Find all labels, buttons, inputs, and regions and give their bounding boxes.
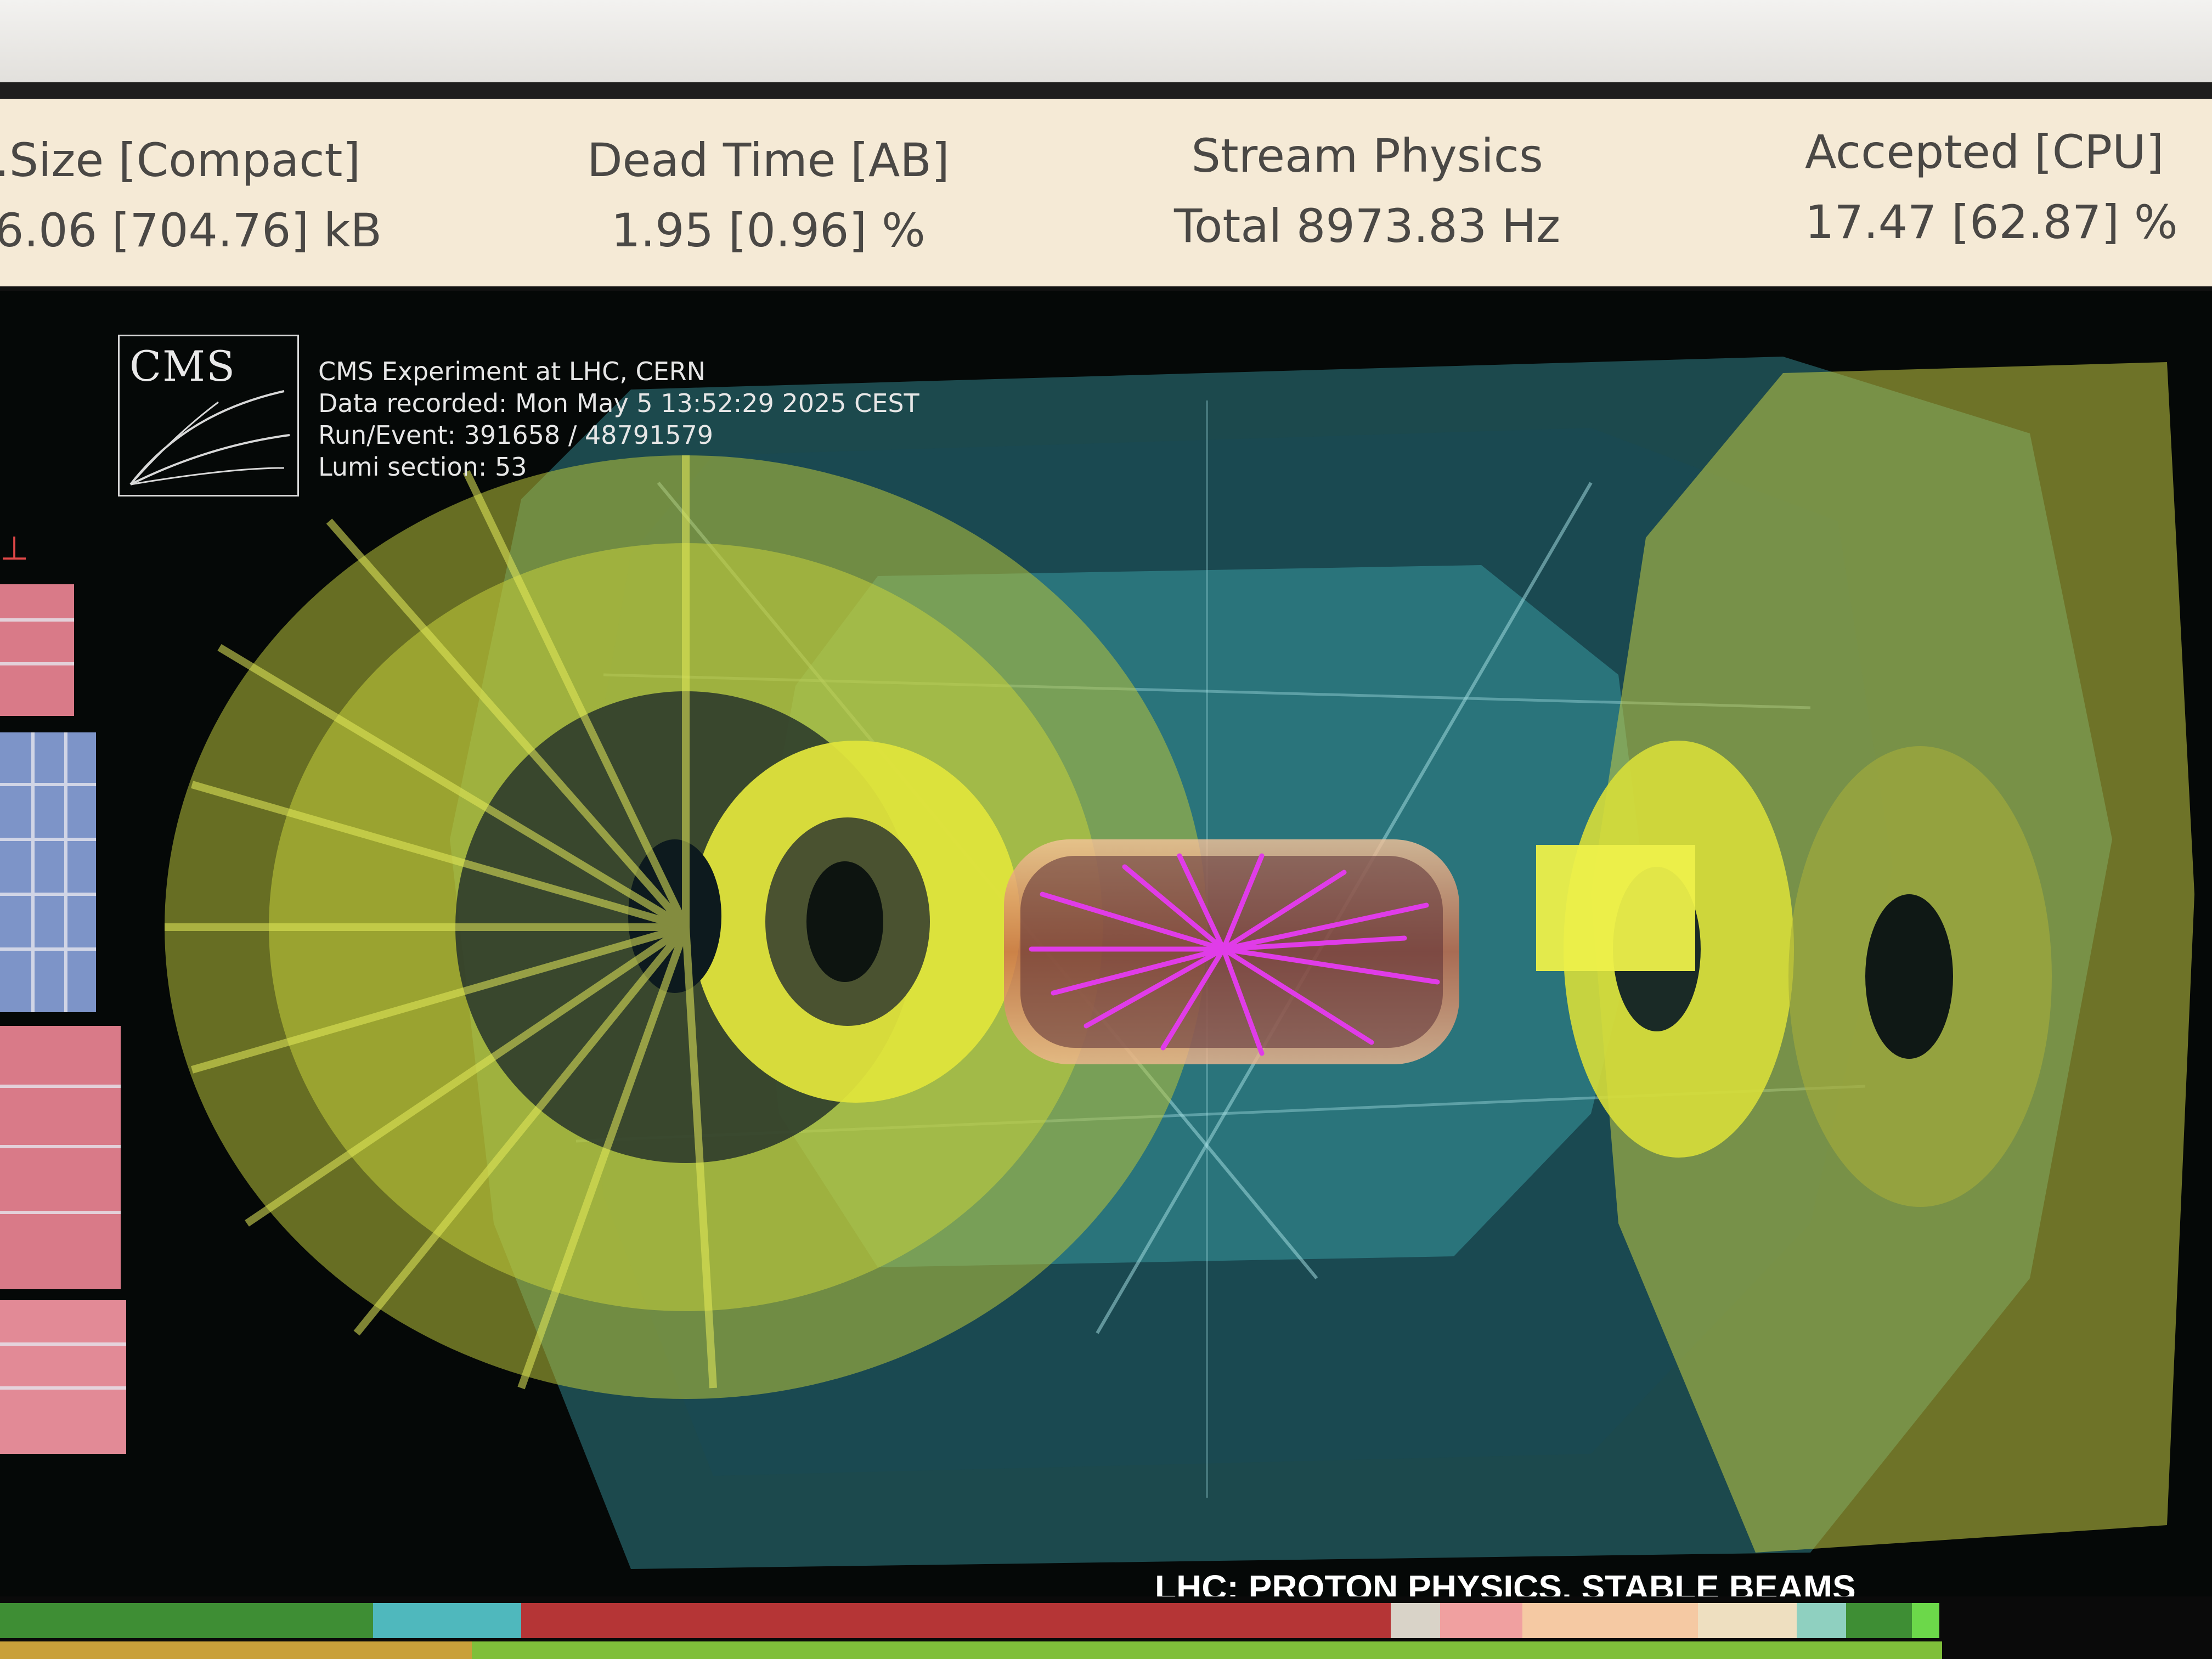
status-segment (1912, 1603, 1939, 1638)
status-segment (1797, 1603, 1846, 1638)
daq-status-bar: .Size [Compact] 6.06 [704.76] kB Dead Ti… (0, 99, 2212, 291)
run-event-line: Run/Event: 391658 / 48791579 (318, 420, 714, 450)
accepted-label: Accepted [CPU] (1805, 125, 2164, 179)
status-segment (1440, 1603, 1522, 1638)
event-display: ⊥ CMS CMS Experiment at LHC, CERN Data r… (0, 291, 2212, 1596)
stream-physics-stat: Stream Physics Total 8973.83 Hz (1174, 133, 1560, 249)
stream-physics-label: Stream Physics (1191, 129, 1543, 183)
status-segment (373, 1603, 521, 1638)
data-recorded-line: Data recorded: Mon May 5 13:52:29 2025 C… (318, 388, 919, 418)
left-endcap-calorimeter (165, 455, 1207, 1399)
cms-logo-tracks (129, 390, 290, 486)
detector-view: ⊥ (0, 357, 2194, 1569)
stream-physics-value: Total 8973.83 Hz (1174, 199, 1561, 253)
experiment-line: CMS Experiment at LHC, CERN (318, 357, 706, 386)
cms-logo-text: CMS (129, 342, 236, 391)
status-segment (521, 1603, 1391, 1638)
status-segment (1522, 1603, 1698, 1638)
status-segment (1391, 1603, 1440, 1638)
accepted-stat: Accepted [CPU] 17.47 [62.87] % (1805, 129, 2178, 245)
dead-time-label: Dead Time [AB] (587, 133, 950, 187)
particle-tracks (1029, 853, 1440, 1056)
status-segment (0, 1641, 472, 1659)
status-segment (0, 1603, 373, 1638)
event-info: CMS Experiment at LHC, CERN Data recorde… (318, 356, 919, 483)
side-panel: ⊥ (0, 529, 126, 1454)
background-wall (0, 0, 2212, 82)
svg-text:⊥: ⊥ (0, 529, 29, 568)
dead-time-stat: Dead Time [AB] 1.95 [0.96] % (587, 137, 950, 253)
lhc-status-label: LHC: PROTON PHYSICS, STABLE BEAMS (1155, 1568, 1856, 1596)
status-segment (1846, 1603, 1912, 1638)
event-size-label: .Size [Compact] (0, 133, 361, 187)
event-size-value: 6.06 [704.76] kB (0, 204, 382, 257)
accepted-value: 17.47 [62.87] % (1805, 195, 2178, 249)
lhc-status-bar (0, 1596, 2212, 1659)
cms-logo: CMS (118, 335, 299, 496)
monitor-bezel (0, 82, 2212, 99)
energy-deposit-block (1536, 845, 1695, 971)
status-segment (472, 1641, 1942, 1659)
event-size-stat: .Size [Compact] 6.06 [704.76] kB (0, 137, 382, 253)
lumi-section-line: Lumi section: 53 (318, 452, 527, 482)
status-segment (1698, 1603, 1797, 1638)
dead-time-value: 1.95 [0.96] % (611, 204, 926, 257)
